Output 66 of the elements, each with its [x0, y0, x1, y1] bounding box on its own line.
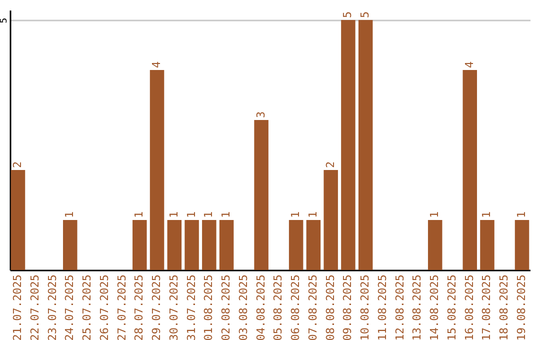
bar — [63, 220, 78, 270]
x-tick-label: 28.07.2025 — [132, 274, 146, 340]
bar — [184, 220, 199, 270]
x-tick-label: 12.08.2025 — [393, 274, 406, 340]
bar — [202, 220, 216, 270]
data-label: 4 — [150, 61, 164, 68]
x-tick-label: 23.07.2025 — [46, 274, 59, 340]
x-tick-label: 10.08.2025 — [358, 274, 372, 340]
x-tick-label: 06.08.2025 — [289, 274, 302, 340]
x-tick-label: 16.08.2025 — [462, 274, 476, 340]
x-tick-label: 14.08.2025 — [428, 274, 442, 340]
x-tick-label: 31.07.2025 — [184, 274, 198, 340]
x-tick-label: 26.07.2025 — [98, 274, 111, 340]
bar — [167, 220, 182, 270]
bar — [10, 170, 26, 270]
x-tick-label: 19.08.2025 — [515, 274, 528, 340]
bar — [324, 170, 338, 270]
x-tick-label: 01.08.2025 — [202, 274, 216, 340]
data-label: 1 — [167, 211, 180, 218]
x-tick-label: 22.07.2025 — [28, 274, 42, 340]
bar — [150, 70, 164, 270]
data-label: 1 — [480, 211, 494, 218]
x-tick-label: 03.08.2025 — [236, 274, 250, 340]
x-tick-label: 24.07.2025 — [63, 274, 76, 340]
bar — [288, 220, 304, 270]
data-label: 2 — [324, 161, 337, 168]
x-tick-label: 05.08.2025 — [272, 274, 285, 340]
data-label: 1 — [515, 211, 528, 218]
bar — [428, 220, 442, 270]
bar — [480, 220, 494, 270]
data-label: 1 — [63, 211, 76, 218]
bar — [462, 70, 477, 270]
bar — [254, 120, 268, 270]
x-tick-label: 15.08.2025 — [445, 274, 458, 340]
bar — [219, 220, 234, 270]
bar — [306, 220, 321, 270]
bar — [341, 20, 356, 270]
data-label: 1 — [289, 211, 302, 218]
bar — [358, 20, 373, 270]
bar — [514, 220, 530, 270]
data-label: 5 — [341, 11, 354, 18]
data-label: 1 — [428, 211, 442, 218]
x-tick-label: 18.08.2025 — [498, 274, 511, 340]
x-tick-label: 27.07.2025 — [115, 274, 128, 340]
data-label: 1 — [202, 211, 216, 218]
x-tick-label: 29.07.2025 — [150, 274, 164, 340]
x-tick-label: 08.08.2025 — [324, 274, 337, 340]
x-tick-label: 02.08.2025 — [220, 274, 233, 340]
data-label: 1 — [220, 211, 233, 218]
x-tick-label: 21.07.2025 — [10, 274, 24, 340]
data-label: 4 — [462, 61, 476, 68]
data-label: 1 — [132, 211, 146, 218]
data-label: 3 — [254, 111, 268, 118]
x-tick-label: 25.07.2025 — [80, 274, 94, 340]
x-tick-label: 09.08.2025 — [341, 274, 354, 340]
bar — [132, 220, 147, 270]
data-label: 5 — [358, 11, 372, 18]
x-tick-label: 13.08.2025 — [410, 274, 424, 340]
data-label: 1 — [184, 211, 198, 218]
data-label: 2 — [10, 161, 24, 168]
x-tick-label: 17.08.2025 — [480, 274, 494, 340]
x-tick-label: 30.07.2025 — [167, 274, 180, 340]
x-tick-label: 04.08.2025 — [254, 274, 268, 340]
x-tick-label: 07.08.2025 — [306, 274, 320, 340]
data-label: 1 — [306, 211, 320, 218]
x-tick-label: 11.08.2025 — [376, 274, 389, 340]
